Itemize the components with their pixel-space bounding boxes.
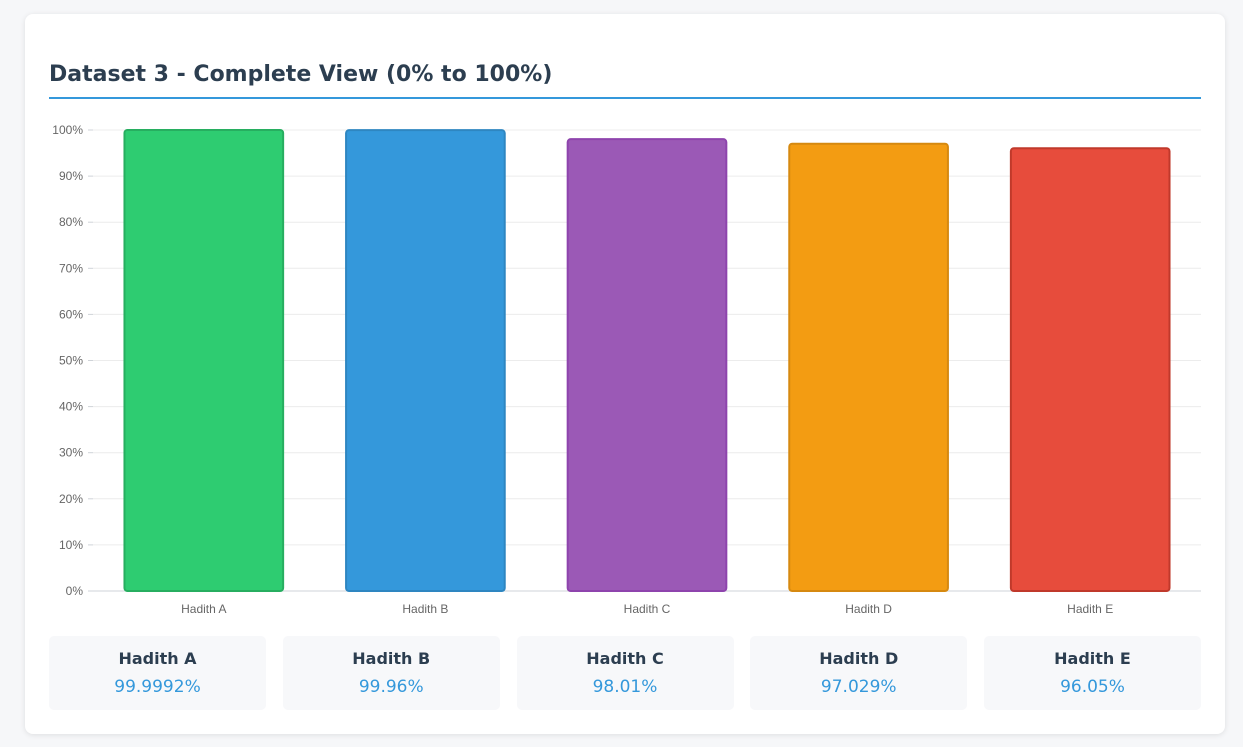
y-tick-label: 100% xyxy=(52,123,83,137)
y-tick-label: 10% xyxy=(59,538,83,552)
stat-value: 99.9992% xyxy=(114,677,201,697)
stat-card-hadith-e: Hadith E 96.05% xyxy=(984,636,1201,710)
y-tick-label: 70% xyxy=(59,261,83,275)
y-tick-label: 40% xyxy=(59,400,83,414)
x-tick-label: Hadith D xyxy=(845,602,892,616)
stat-name: Hadith C xyxy=(586,649,664,668)
stat-card-hadith-a: Hadith A 99.9992% xyxy=(49,636,266,710)
x-tick-label: Hadith E xyxy=(1067,602,1113,616)
y-axis-ticks: 0% 10% 20% 30% 40% 50% 60% 70% 80% 90% 100% xyxy=(52,123,83,598)
bar-hadith-e[interactable] xyxy=(1009,147,1171,592)
x-axis-ticks: Hadith A Hadith B Hadith C Hadith D Hadith E xyxy=(181,602,1113,616)
title-underline xyxy=(49,97,1201,99)
page-title: Dataset 3 - Complete View (0% to 100%) xyxy=(49,62,553,87)
y-tick-label: 50% xyxy=(59,354,83,368)
chart-card: Dataset 3 - Complete View (0% to 100%) 0… xyxy=(25,14,1225,734)
stat-name: Hadith A xyxy=(118,649,197,668)
x-tick-label: Hadith B xyxy=(402,602,448,616)
stat-card-hadith-d: Hadith D 97.029% xyxy=(750,636,968,710)
stat-name: Hadith B xyxy=(352,649,431,668)
bar-hadith-d[interactable] xyxy=(788,142,949,592)
bars xyxy=(123,129,1171,593)
x-tick-label: Hadith C xyxy=(624,602,671,616)
bar-hadith-b[interactable] xyxy=(345,129,506,593)
stat-name: Hadith D xyxy=(819,649,899,668)
bar-hadith-a[interactable] xyxy=(123,129,285,592)
bar-chart: 0% 10% 20% 30% 40% 50% 60% 70% 80% 90% 100% Hadith… xyxy=(52,123,1201,616)
y-tick-label: 80% xyxy=(59,215,83,229)
stat-value: 98.01% xyxy=(592,677,658,697)
stat-value: 96.05% xyxy=(1060,677,1125,697)
stat-name: Hadith E xyxy=(1054,649,1131,668)
bar-hadith-c[interactable] xyxy=(566,138,728,593)
stats-row: Hadith A 99.9992% Hadith B 99.96% Hadith… xyxy=(49,636,1201,710)
stat-value: 99.96% xyxy=(358,677,424,697)
y-tick-label: 30% xyxy=(59,446,83,460)
stat-value: 97.029% xyxy=(820,677,897,697)
y-tick-label: 0% xyxy=(66,584,84,598)
x-tick-label: Hadith A xyxy=(181,602,226,616)
stat-card-hadith-c: Hadith C 98.01% xyxy=(516,636,734,710)
y-tick-label: 60% xyxy=(59,307,83,321)
y-tick-label: 20% xyxy=(59,492,83,506)
y-tick-label: 90% xyxy=(59,169,83,183)
stat-card-hadith-b: Hadith B 99.96% xyxy=(282,636,500,710)
